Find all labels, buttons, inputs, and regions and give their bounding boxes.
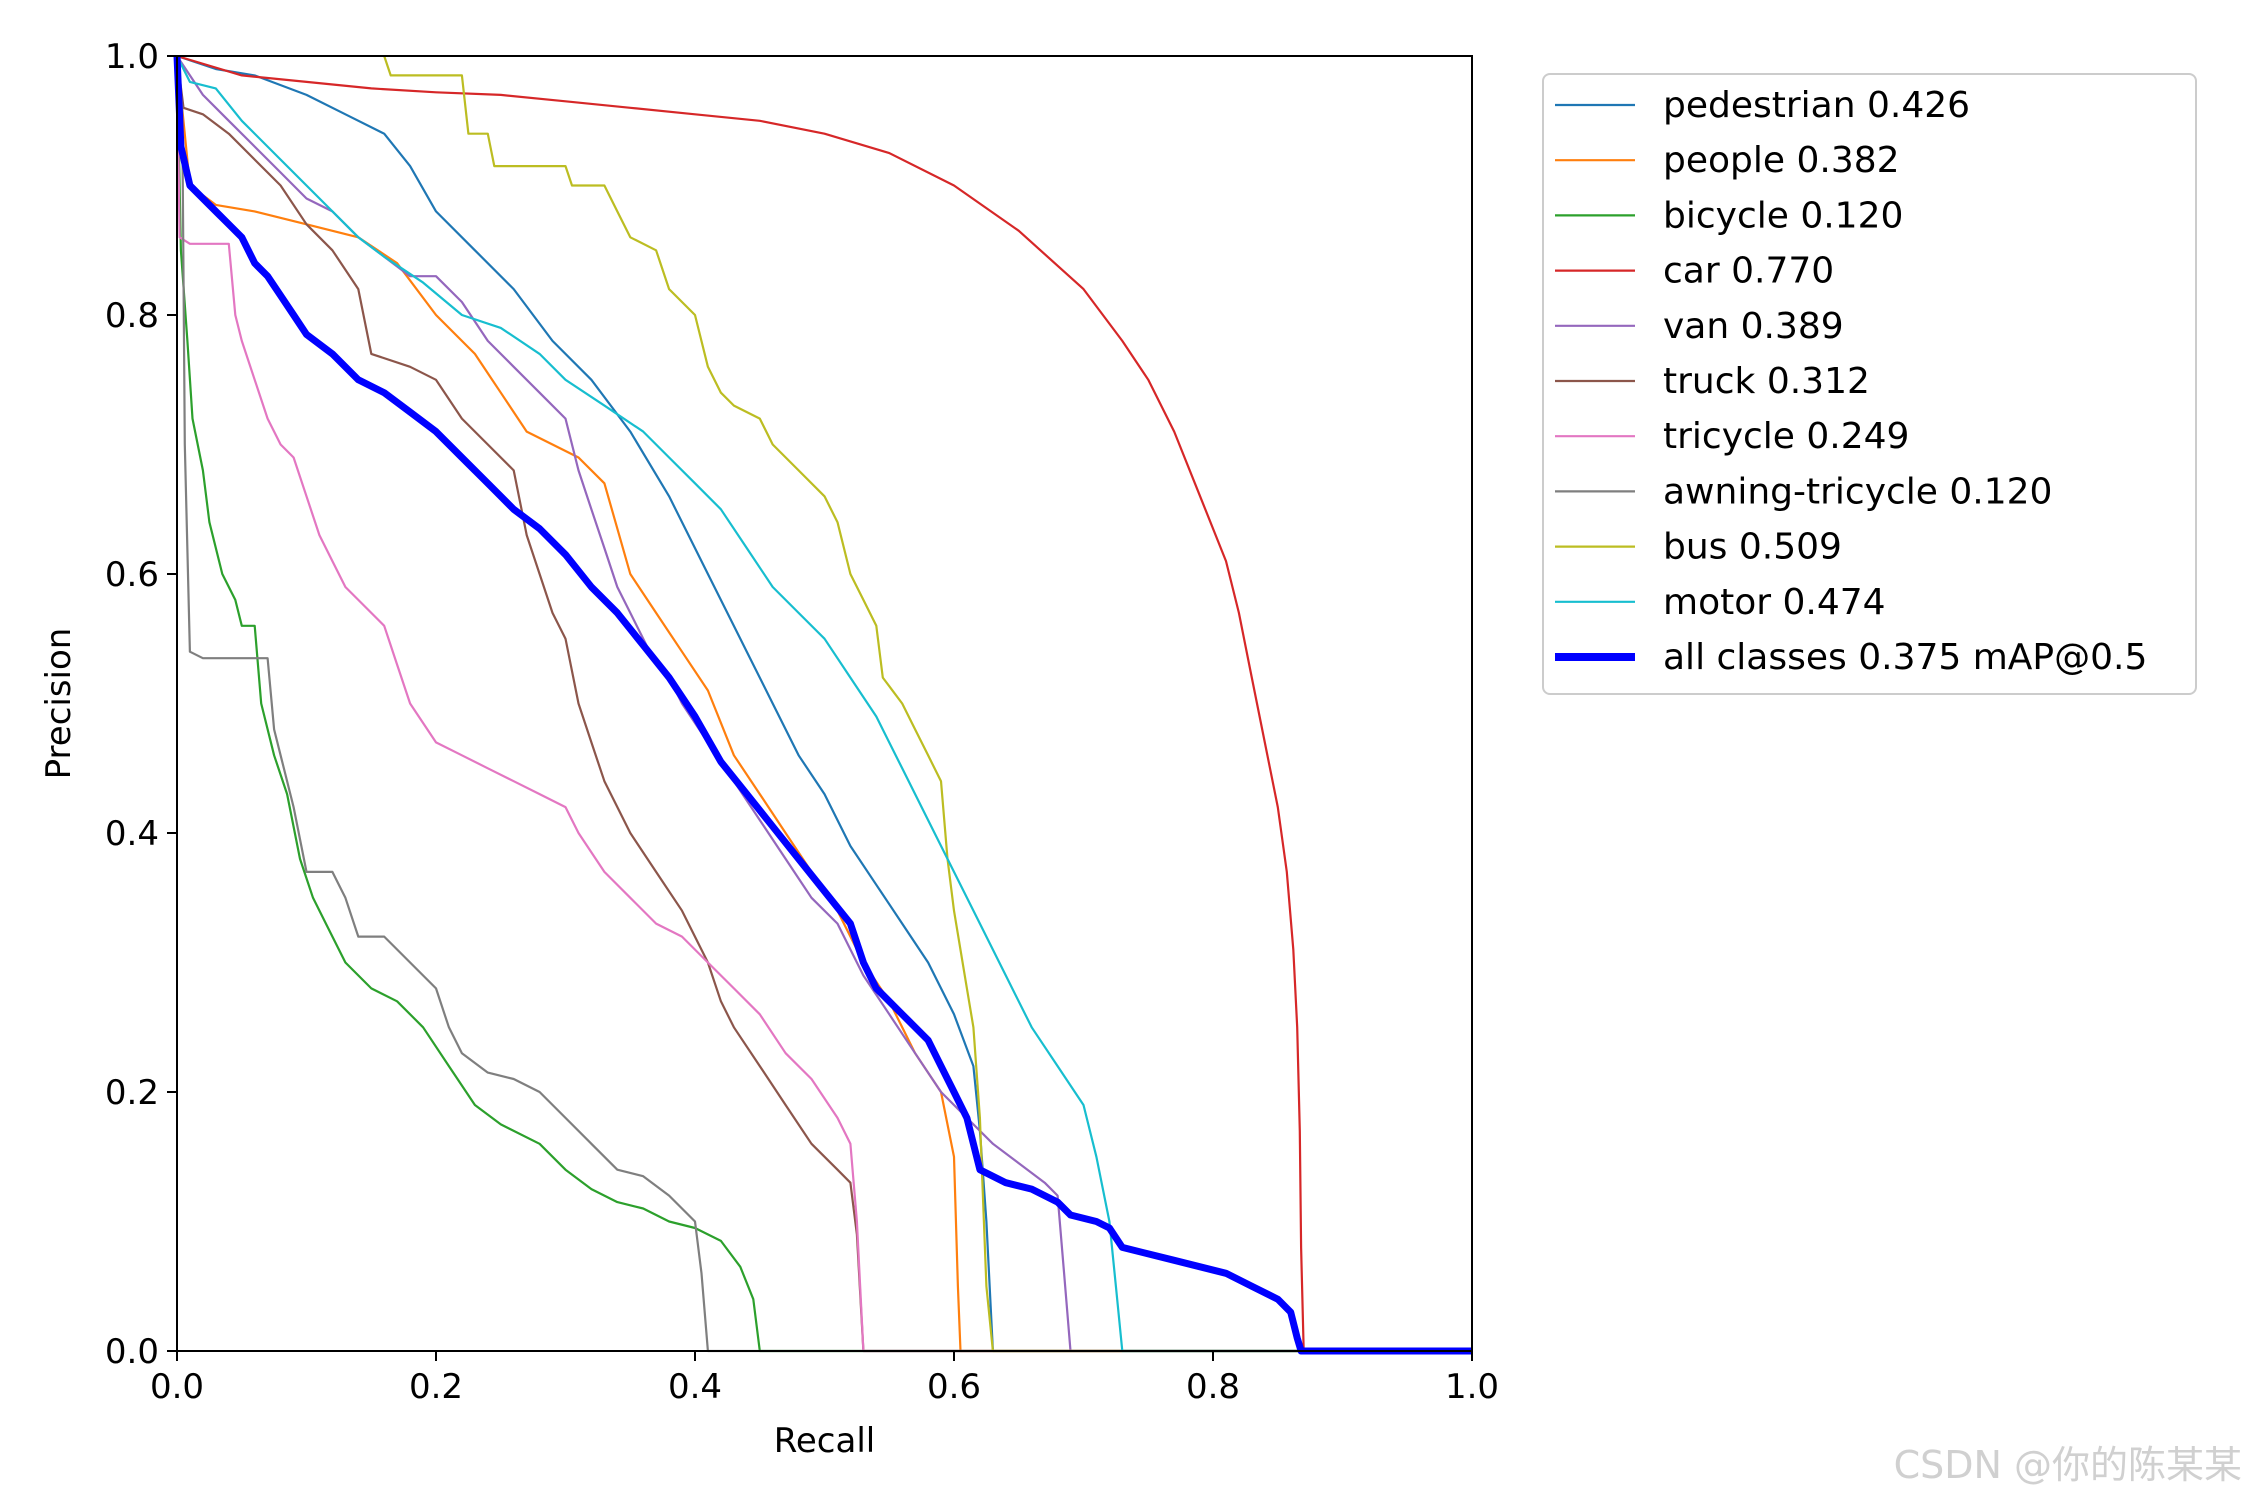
legend-label: awning-tricycle 0.120 (1663, 471, 2052, 512)
y-axis-label: Precision (39, 628, 79, 780)
series-line-bus (383, 55, 1472, 1353)
x-tick-label: 0.8 (1186, 1367, 1240, 1407)
watermark-text: CSDN @你的陈某某 (1894, 1443, 2242, 1487)
y-tick-label: 1.0 (105, 37, 159, 77)
legend-label: pedestrian 0.426 (1663, 85, 1970, 126)
legend-label: motor 0.474 (1663, 582, 1886, 623)
legend-label: all classes 0.375 mAP@0.5 (1663, 637, 2147, 678)
series-line-tricycle (175, 55, 1472, 1353)
y-tick-label: 0.2 (105, 1073, 159, 1113)
plot-frame (176, 55, 1473, 1352)
x-tick-label: 1.0 (1445, 1367, 1499, 1407)
legend-box (1542, 73, 2197, 695)
legend: pedestrian 0.426 people 0.382 bicycle 0.12… (1542, 73, 2197, 695)
x-tick-label: 0.0 (150, 1367, 204, 1407)
y-tick-label: 0.6 (105, 555, 159, 595)
x-tick-label: 0.6 (927, 1367, 981, 1407)
series-line-car (176, 54, 1472, 1353)
series-line-all-classes (173, 55, 1472, 1355)
curves-group (173, 54, 1472, 1355)
x-axis-ticks: 0.0 0.2 0.4 0.6 0.8 1.0 (150, 1351, 1499, 1407)
series-line-awning-tricycle (175, 55, 1472, 1353)
legend-label: tricycle 0.249 (1663, 416, 1909, 457)
series-line-pedestrian (176, 54, 1472, 1353)
y-tick-label: 0.4 (105, 814, 159, 854)
series-line-motor (176, 55, 1472, 1353)
legend-label: truck 0.312 (1663, 361, 1870, 402)
x-axis-label: Recall (774, 1421, 875, 1461)
legend-label: people 0.382 (1663, 140, 1900, 181)
y-axis-ticks: 0.0 0.2 0.4 0.6 0.8 1.0 (105, 37, 177, 1372)
legend-label: bus 0.509 (1663, 527, 1842, 568)
y-tick-label: 0.8 (105, 296, 159, 336)
y-tick-label: 0.0 (105, 1332, 159, 1372)
x-tick-label: 0.4 (668, 1367, 722, 1407)
legend-label: van 0.389 (1663, 306, 1844, 347)
x-tick-label: 0.2 (409, 1367, 463, 1407)
series-line-truck (175, 55, 1472, 1353)
series-line-bicycle (175, 55, 1472, 1353)
legend-label: car 0.770 (1663, 251, 1834, 292)
legend-label: bicycle 0.120 (1663, 195, 1903, 236)
